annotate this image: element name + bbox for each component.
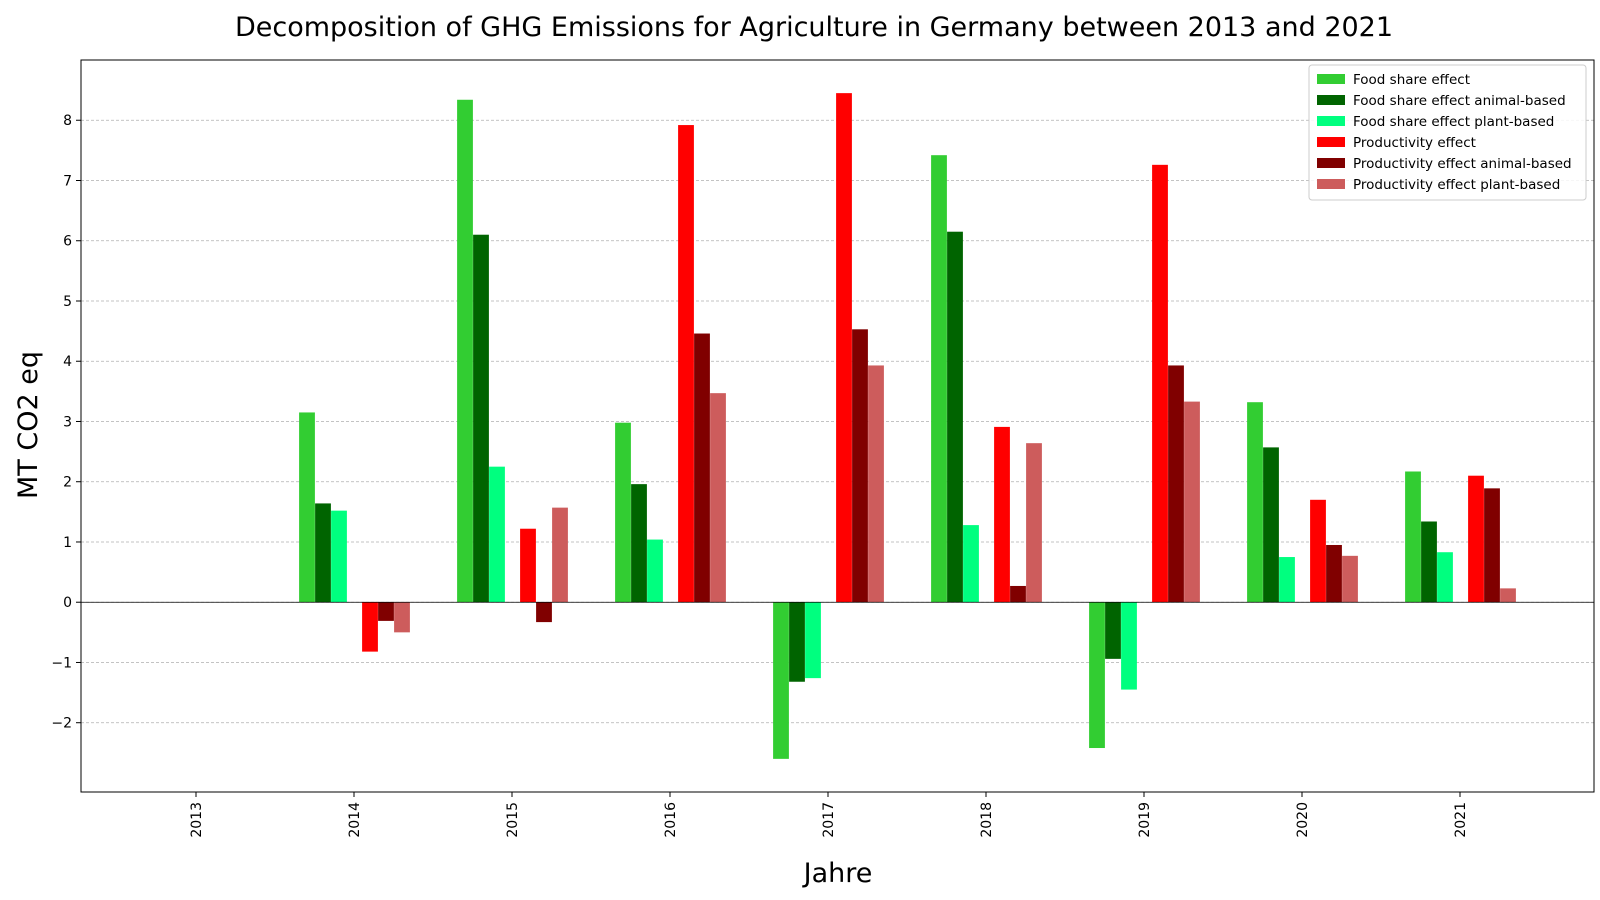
y-tick-label: −2 bbox=[51, 716, 72, 732]
bar bbox=[994, 426, 1010, 603]
legend-label: Productivity effect animal-based bbox=[1353, 156, 1572, 172]
bar bbox=[963, 525, 979, 603]
x-tick-label: 2015 bbox=[505, 802, 521, 838]
legend: Food share effect Food share effect anima… bbox=[1308, 64, 1587, 201]
y-axis-label: MT CO2 eq bbox=[13, 351, 44, 499]
bar bbox=[1484, 488, 1500, 603]
legend-label: Food share effect plant-based bbox=[1353, 114, 1554, 130]
bar bbox=[1026, 443, 1042, 603]
x-tick-label: 2021 bbox=[1453, 802, 1469, 838]
bar bbox=[1247, 402, 1263, 603]
bar bbox=[1421, 521, 1437, 603]
legend-box bbox=[1308, 64, 1587, 201]
bar bbox=[678, 125, 694, 603]
bar bbox=[1468, 475, 1484, 603]
y-tick-label: 2 bbox=[63, 475, 72, 491]
bar bbox=[947, 231, 963, 603]
bar bbox=[1152, 164, 1168, 603]
bar bbox=[694, 333, 710, 603]
bar bbox=[710, 393, 726, 603]
bar bbox=[836, 93, 852, 603]
legend-label: Productivity effect plant-based bbox=[1353, 177, 1560, 193]
chart-title: Decomposition of GHG Emissions for Agric… bbox=[235, 12, 1393, 43]
bar bbox=[931, 155, 947, 603]
y-tick-label: 0 bbox=[63, 595, 72, 611]
bar bbox=[1089, 602, 1105, 749]
x-tick-label: 2019 bbox=[1137, 802, 1153, 838]
legend-label: Productivity effect bbox=[1353, 135, 1476, 151]
bar bbox=[773, 602, 789, 759]
x-axis-label: Jahre bbox=[802, 858, 873, 889]
x-tick-label: 2013 bbox=[189, 802, 205, 838]
bar bbox=[1342, 555, 1358, 603]
legend-swatch bbox=[1317, 74, 1345, 84]
bar bbox=[315, 503, 331, 603]
bar bbox=[1500, 588, 1516, 603]
bar bbox=[457, 99, 473, 603]
bar bbox=[1184, 401, 1200, 603]
bar bbox=[647, 539, 663, 603]
bar bbox=[489, 466, 505, 603]
bar bbox=[852, 329, 868, 603]
y-tick-label: 3 bbox=[63, 414, 72, 430]
y-tick-label: 4 bbox=[63, 354, 72, 370]
bar bbox=[362, 602, 378, 652]
y-tick-label: 7 bbox=[63, 173, 72, 189]
legend-label: Food share effect animal-based bbox=[1353, 93, 1566, 109]
x-tick-label: 2014 bbox=[347, 802, 363, 838]
y-tick-label: 5 bbox=[63, 294, 72, 310]
legend-swatch bbox=[1317, 95, 1345, 105]
bar bbox=[331, 510, 347, 603]
bar bbox=[1310, 499, 1326, 603]
y-tick-label: −1 bbox=[51, 655, 72, 671]
bar bbox=[805, 602, 821, 679]
bar bbox=[1121, 602, 1137, 690]
bar bbox=[1405, 471, 1421, 603]
bar bbox=[378, 602, 394, 621]
plot-frame bbox=[80, 59, 1595, 793]
x-tick-label: 2020 bbox=[1295, 802, 1311, 838]
bar bbox=[631, 484, 647, 603]
x-tick-label: 2018 bbox=[979, 802, 995, 838]
bar bbox=[1105, 602, 1121, 659]
legend-swatch bbox=[1317, 137, 1345, 147]
legend-label: Food share effect bbox=[1353, 72, 1470, 88]
bar bbox=[394, 602, 410, 633]
bars bbox=[299, 93, 1516, 759]
bar bbox=[615, 422, 631, 603]
y-tick-label: 1 bbox=[63, 535, 72, 551]
y-tick-label: 8 bbox=[63, 113, 72, 129]
x-tick-label: 2017 bbox=[821, 802, 837, 838]
x-axis-ticks: 2013 2014 2015 2016 2017 2018 2019 2020 2021 bbox=[189, 792, 1469, 838]
bar bbox=[868, 365, 884, 603]
bar bbox=[473, 234, 489, 603]
y-tick-label: 6 bbox=[63, 234, 72, 250]
bar bbox=[552, 507, 568, 603]
bar bbox=[1168, 365, 1184, 603]
x-tick-label: 2016 bbox=[663, 802, 679, 838]
bar bbox=[1279, 557, 1295, 603]
y-axis-ticks: −2 −1 0 1 2 3 4 5 6 7 8 bbox=[51, 113, 81, 732]
bar bbox=[299, 412, 315, 603]
bar bbox=[1437, 552, 1453, 603]
legend-swatch bbox=[1317, 179, 1345, 189]
bar bbox=[536, 602, 552, 623]
bar bbox=[1263, 447, 1279, 603]
legend-swatch bbox=[1317, 116, 1345, 126]
bar bbox=[789, 602, 805, 682]
bar bbox=[1326, 544, 1342, 603]
bar bbox=[1010, 585, 1026, 603]
legend-swatch bbox=[1317, 158, 1345, 168]
bar bbox=[520, 528, 536, 603]
